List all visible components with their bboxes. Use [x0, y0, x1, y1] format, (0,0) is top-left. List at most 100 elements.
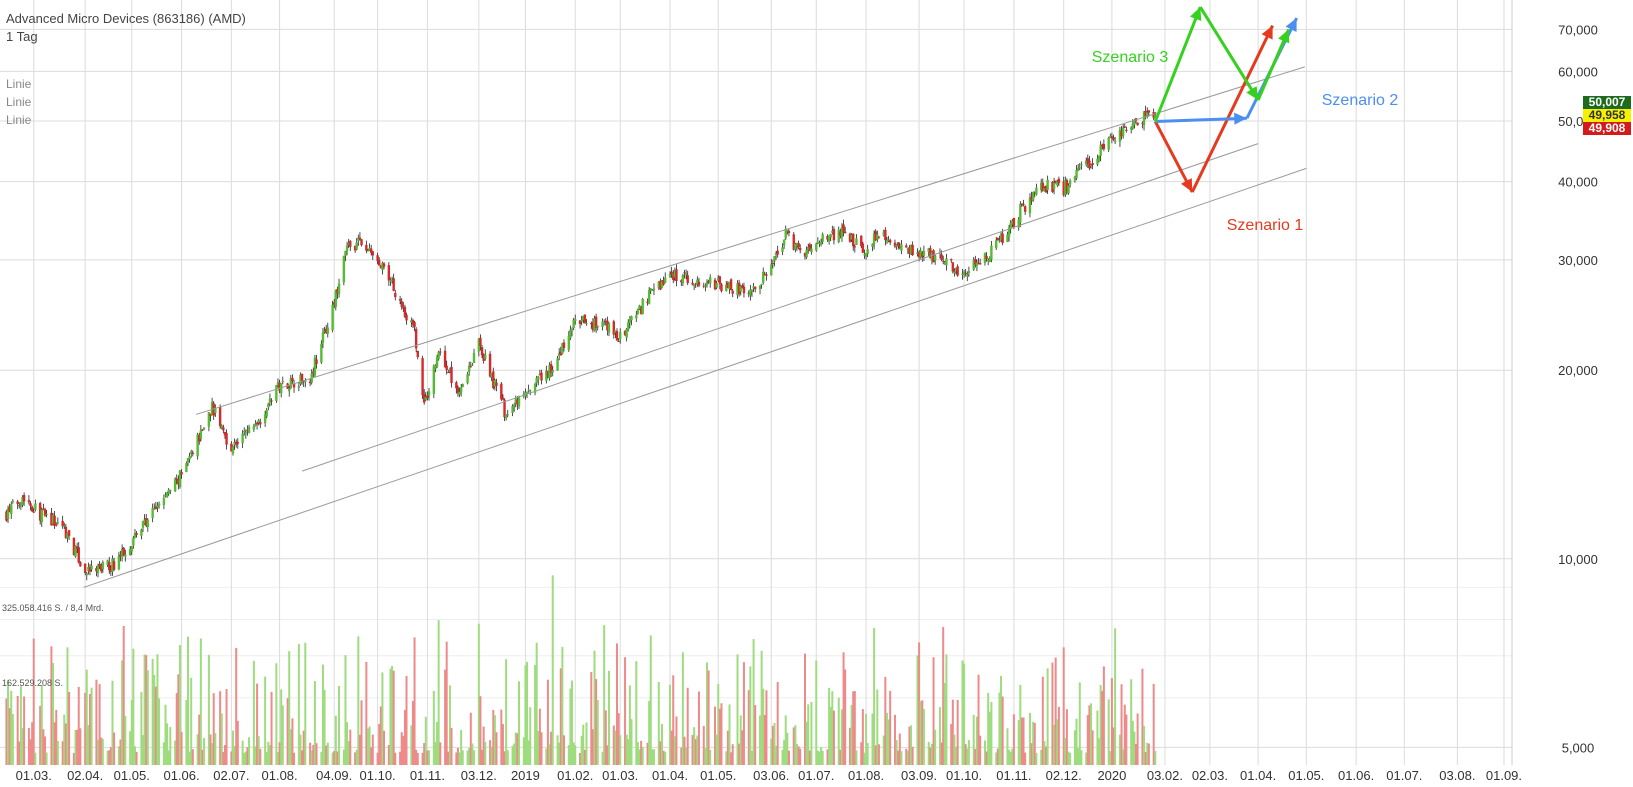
candle — [630, 316, 633, 321]
volume-bar — [938, 707, 941, 765]
volume-bar — [1030, 743, 1033, 765]
candle — [196, 434, 199, 457]
volume-bar — [5, 698, 8, 765]
volume-bar — [619, 735, 622, 765]
candle — [619, 332, 622, 340]
volume-bar — [1077, 747, 1080, 765]
volume-bar — [1131, 720, 1134, 765]
volume-bar — [473, 750, 476, 765]
candle — [562, 342, 566, 348]
volume-bar — [537, 730, 540, 765]
volume-bar — [376, 752, 379, 765]
volume-bar — [503, 751, 506, 765]
candle — [975, 262, 979, 266]
volume-bar — [787, 750, 790, 765]
volume-bar — [108, 750, 111, 765]
volume-bar — [636, 742, 639, 765]
x-tick-label: 01.06. — [1338, 768, 1374, 783]
volume-bar — [156, 654, 159, 765]
volume-bar — [243, 752, 246, 765]
candle — [50, 512, 53, 526]
candle — [153, 507, 156, 509]
candle — [1099, 144, 1102, 156]
candle — [651, 289, 654, 291]
candle — [85, 573, 88, 576]
volume-bar — [807, 704, 810, 765]
volume-bar — [1017, 720, 1020, 765]
x-tick-label: 01.05. — [114, 768, 150, 783]
indicator-label[interactable]: Linie — [6, 95, 32, 109]
candle — [718, 276, 722, 284]
candle — [604, 320, 607, 322]
volume-bar — [852, 691, 855, 765]
x-tick-label: 01.08. — [262, 768, 298, 783]
candle — [657, 281, 660, 289]
volume-bar — [236, 720, 239, 765]
candle — [459, 387, 463, 393]
candle — [1131, 123, 1134, 129]
candle — [324, 328, 328, 333]
volume-bar — [1118, 734, 1121, 765]
candle — [1080, 164, 1083, 166]
candle — [842, 224, 845, 232]
indicator-label[interactable]: Linie — [6, 77, 32, 91]
volume-bar — [1073, 730, 1076, 765]
candle — [467, 365, 471, 372]
candle — [188, 456, 191, 460]
indicator-label[interactable]: Linie — [6, 113, 32, 127]
volume-bar — [641, 747, 644, 765]
candle — [668, 273, 672, 277]
candle — [1043, 188, 1046, 192]
x-tick-label: 2019 — [511, 768, 540, 783]
candle — [1084, 160, 1088, 165]
volume-bar — [133, 746, 136, 765]
volume-bar — [797, 746, 800, 765]
volume-bar — [489, 740, 492, 765]
volume-bar — [810, 702, 813, 765]
volume-bar — [117, 746, 120, 765]
candle — [1118, 129, 1122, 142]
candle — [1142, 111, 1146, 126]
volume-bar — [1099, 684, 1102, 765]
volume-bar — [1062, 647, 1065, 765]
candle — [6, 508, 10, 520]
candle — [381, 263, 384, 270]
volume-bar — [522, 737, 525, 765]
candle — [162, 498, 166, 506]
volume-bar — [972, 714, 975, 765]
candle — [1112, 137, 1115, 140]
volume-bar — [918, 642, 921, 765]
x-tick-label: 04.09. — [316, 768, 352, 783]
candle — [230, 443, 233, 452]
candle — [978, 262, 982, 265]
candle — [827, 235, 831, 242]
candle — [548, 365, 551, 378]
candle — [596, 325, 599, 328]
candle — [580, 319, 583, 322]
candle — [897, 242, 900, 246]
candle — [495, 382, 498, 386]
candle — [342, 255, 346, 283]
volume-bar — [929, 747, 932, 765]
candle — [1064, 180, 1067, 195]
candle — [1125, 129, 1128, 131]
volume-bar — [360, 700, 363, 765]
volume-bar — [405, 676, 408, 765]
candle — [178, 470, 182, 488]
volume-bar — [211, 743, 214, 765]
candle — [29, 503, 32, 507]
candle — [623, 330, 627, 336]
volume-bar — [884, 676, 887, 765]
volume-bar — [87, 725, 90, 765]
volume-bar — [996, 748, 999, 765]
candle — [876, 234, 879, 240]
candle — [726, 282, 730, 288]
volume-bar — [1040, 749, 1043, 765]
y-tick-label: 10,000 — [1558, 552, 1598, 567]
x-tick-label: 03.06. — [753, 768, 789, 783]
candle — [770, 264, 773, 276]
volume-bar — [355, 749, 358, 765]
volume-bar — [821, 750, 824, 765]
volume-bar — [354, 752, 357, 765]
volume-bar — [264, 676, 267, 765]
